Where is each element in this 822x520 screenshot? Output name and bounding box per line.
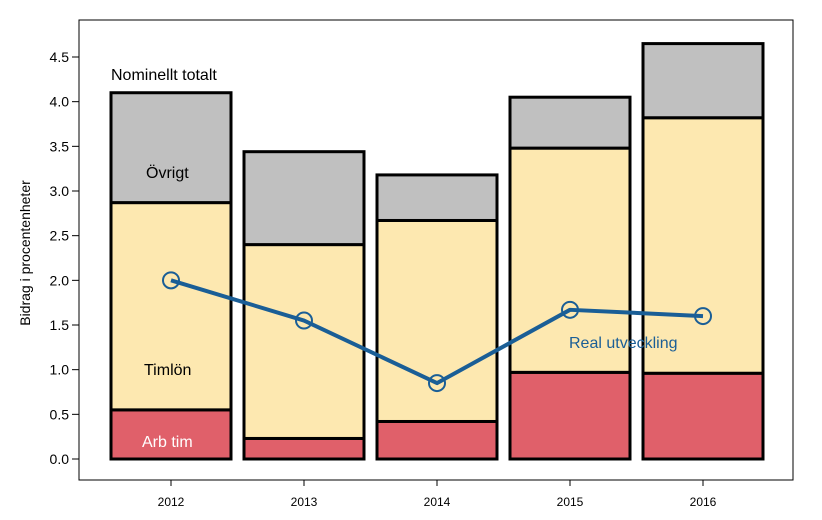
real-point-2015 <box>561 300 579 319</box>
bar-segment--vrigt-2012 <box>109 91 233 205</box>
bar-segment-timl-n-2015 <box>508 146 632 374</box>
bar-segment-timl-n-2016 <box>641 116 765 375</box>
real-line <box>162 271 712 393</box>
bar-segment-arb-tim-2013 <box>242 436 366 461</box>
y-tick-label: 0.5 <box>50 406 70 422</box>
bar-segment-timl-n-2012 <box>109 201 233 412</box>
y-tick-label: 3.0 <box>50 183 70 199</box>
real-point-2014 <box>428 374 446 393</box>
bars <box>109 42 765 461</box>
y-tick-label: 1.5 <box>50 317 70 333</box>
bar-segment--vrigt-2013 <box>242 150 366 247</box>
bar-segment-arb-tim-2012 <box>109 408 233 461</box>
bar-segment--vrigt-2016 <box>641 42 765 120</box>
y-axis-label: Bidrag i procentenheter <box>17 180 33 326</box>
annotation-arbtim: Arb tim <box>142 434 193 451</box>
real-point-2013 <box>295 311 313 330</box>
annotation-timlon: Timlön <box>144 362 191 379</box>
y-tick-label: 1.0 <box>50 362 70 378</box>
annotation-real: Real utveckling <box>569 335 678 352</box>
real-point-2012 <box>162 271 180 290</box>
bar-segment--vrigt-2014 <box>375 173 499 222</box>
x-axis-ticks: 2012 2013 2014 2015 2016 <box>158 480 717 509</box>
x-tick-label-2013: 2013 <box>291 495 318 509</box>
bar-segment-timl-n-2014 <box>375 218 499 423</box>
y-tick-label: 4.0 <box>50 94 70 110</box>
x-tick-label-2012: 2012 <box>158 495 185 509</box>
y-tick-label: 2.0 <box>50 272 70 288</box>
x-tick-label-2015: 2015 <box>557 495 584 509</box>
real-point-2016 <box>694 307 712 326</box>
bar-segment-arb-tim-2014 <box>375 419 499 461</box>
real-line-path <box>170 278 704 386</box>
annotations: Nominellt totalt Övrigt Timlön Arb tim R… <box>111 67 678 451</box>
y-tick-label: 4.5 <box>50 49 70 65</box>
bar-segment-arb-tim-2016 <box>641 371 765 461</box>
y-tick-label: 3.5 <box>50 138 70 154</box>
y-tick-label: 2.5 <box>50 228 70 244</box>
annotation-ovrigt: Övrigt <box>146 164 189 182</box>
annotation-total: Nominellt totalt <box>111 67 217 84</box>
bar-segment--vrigt-2015 <box>508 95 632 150</box>
bar-segment-arb-tim-2015 <box>508 370 632 461</box>
x-tick-label-2016: 2016 <box>690 495 717 509</box>
x-tick-label-2014: 2014 <box>424 495 451 509</box>
plot-frame <box>78 19 794 481</box>
y-tick-label: 0.0 <box>50 451 70 467</box>
y-axis-ticks: 0.0 0.5 1.0 1.5 2.0 2.5 3.0 3.5 4.0 4.5 <box>50 49 79 467</box>
